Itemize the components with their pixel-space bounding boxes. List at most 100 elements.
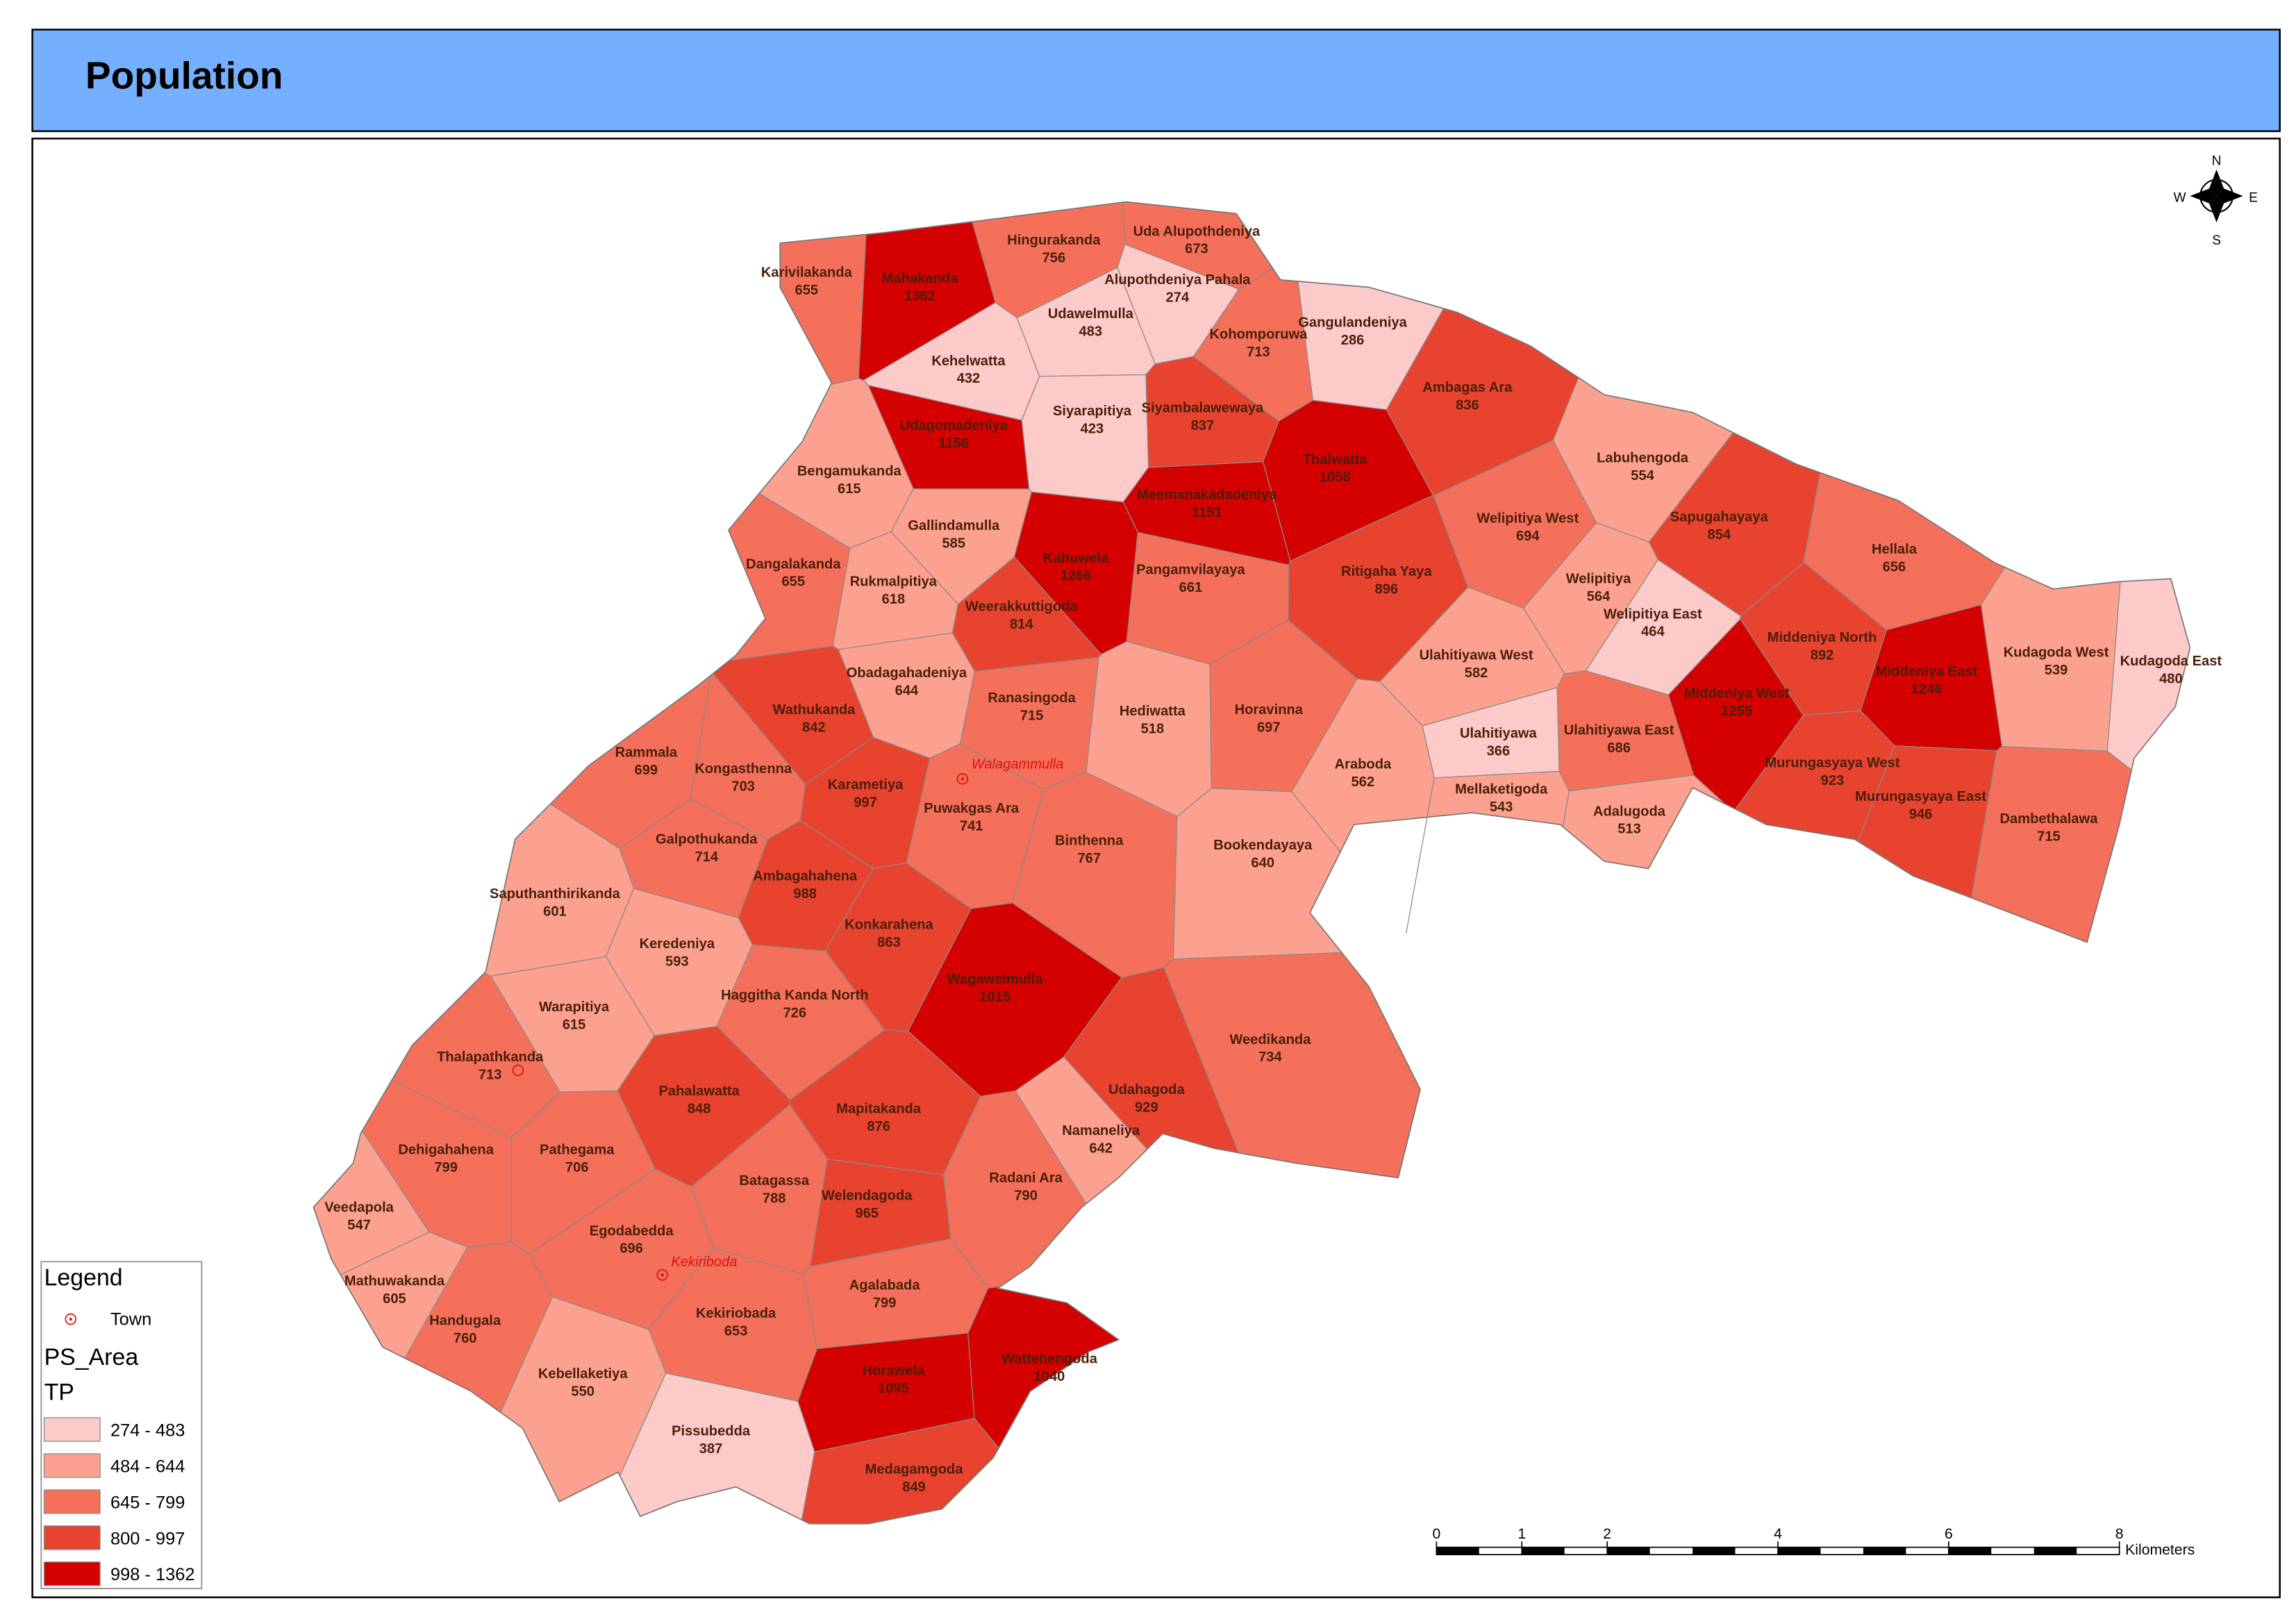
region-population: 988 <box>793 886 817 902</box>
region-population: 640 <box>1251 855 1275 870</box>
region-name: Ritigaha Yaya <box>1341 564 1432 579</box>
region-name: Batagassa <box>739 1173 809 1188</box>
legend-town-dot <box>69 1317 72 1321</box>
region-name: Kahuwela <box>1043 551 1109 566</box>
region-population: 836 <box>1456 397 1479 413</box>
compass: N S W E <box>2174 154 2258 248</box>
region-population: 513 <box>1617 822 1641 837</box>
region-name: Keredeniya <box>640 936 715 952</box>
region-name: Ulahitiyawa <box>1460 726 1538 741</box>
region-population: 946 <box>1909 807 1933 822</box>
scale-bar-segment <box>2077 1549 2120 1552</box>
region-population: 706 <box>565 1160 589 1175</box>
compass-s: S <box>2212 233 2221 248</box>
region-population: 564 <box>1587 589 1611 604</box>
region-population: 615 <box>838 481 861 497</box>
region-population: 713 <box>479 1068 502 1083</box>
region-population: 1151 <box>1192 505 1222 520</box>
region-population: 655 <box>781 574 805 590</box>
region-name: Horawela <box>863 1364 925 1379</box>
region-name: Udawelmulla <box>1048 306 1134 322</box>
region-population: 582 <box>1465 665 1488 681</box>
region-name: Dehigahahena <box>398 1143 494 1158</box>
region-population: 550 <box>571 1384 594 1399</box>
region-population: 539 <box>2045 663 2068 678</box>
region-name: Rammala <box>615 745 678 761</box>
region-population: 814 <box>1010 617 1033 632</box>
legend-title: Legend <box>44 1264 123 1291</box>
region-name: Konkarahena <box>845 917 933 932</box>
region-name: Veedapola <box>324 1200 394 1215</box>
region-population: 543 <box>1490 799 1513 815</box>
region-population: 734 <box>1258 1050 1282 1065</box>
region-name: Medagamgoda <box>865 1462 964 1477</box>
region-name: Kudagoda East <box>2120 654 2222 669</box>
region-population: 741 <box>960 818 983 834</box>
region-name: Araboda <box>1335 756 1392 772</box>
region-name: Galpothukanda <box>656 832 758 847</box>
region-name: Pahalawatta <box>658 1084 740 1099</box>
region-population: 837 <box>1191 418 1215 433</box>
legend-class-label: 800 - 997 <box>110 1529 185 1548</box>
town-dot <box>960 777 965 781</box>
scale-unit: Kilometers <box>2125 1542 2195 1558</box>
legend-swatch <box>43 1489 101 1514</box>
region-population: 1015 <box>979 989 1010 1004</box>
region-name: Ambagas Ara <box>1422 380 1513 395</box>
region-population: 799 <box>873 1295 897 1311</box>
region-name: Karametiya <box>828 777 904 793</box>
region-population: 642 <box>1089 1141 1113 1157</box>
region-population: 1266 <box>1060 568 1092 583</box>
region-name: Puwakgas Ara <box>924 801 1020 816</box>
region-name: Sapugahayaya <box>1670 509 1769 524</box>
region-population: 714 <box>694 850 718 865</box>
scale-bar-segment <box>1991 1549 2034 1552</box>
region-population: 715 <box>2037 829 2061 844</box>
legend-layer: PS_Area <box>44 1344 139 1370</box>
scale-bar-segment <box>1479 1549 1522 1552</box>
region-name: Wagawelmulla <box>947 972 1044 987</box>
scale-bar-segment <box>1906 1549 1949 1552</box>
region-name: Labuhengoda <box>1597 451 1689 466</box>
region-name: Hellala <box>1872 542 1918 557</box>
region-name: Udagomadeniya <box>900 418 1008 433</box>
region-population: 1255 <box>1721 704 1752 719</box>
region-population: 554 <box>1631 468 1654 483</box>
region-population: 432 <box>957 371 981 386</box>
scale-tick-label: 4 <box>1774 1526 1782 1542</box>
region-name: Ranasingoda <box>988 690 1076 706</box>
region-name: Wattehengoda <box>1001 1352 1098 1367</box>
town-symbol <box>512 1064 524 1077</box>
region-population: 605 <box>383 1291 406 1307</box>
region-name: Mapitakanda <box>836 1101 922 1116</box>
region-population: 618 <box>882 592 906 607</box>
legend-swatch <box>43 1561 101 1586</box>
scale-tick-label: 2 <box>1603 1526 1611 1542</box>
region-name: Hediwatta <box>1120 704 1186 719</box>
region-name: Murungasyaya East <box>1855 789 1986 804</box>
region-name: Horavinna <box>1235 702 1304 718</box>
scale-tick-label: 6 <box>1945 1526 1953 1542</box>
region-name: Kekiriobada <box>696 1306 776 1321</box>
scale-bar-segment <box>1564 1549 1608 1552</box>
region-name: Dambethalawa <box>2000 811 2099 827</box>
region-population: 480 <box>2159 672 2183 687</box>
region-name: Bookendayaya <box>1213 838 1313 853</box>
region-population: 644 <box>895 683 919 699</box>
region-population: 1040 <box>1034 1369 1065 1384</box>
town-symbol <box>956 773 969 785</box>
compass-w: W <box>2174 191 2186 206</box>
region-population: 1246 <box>1911 681 1943 697</box>
compass-e: E <box>2249 191 2258 206</box>
legend-field: TP <box>44 1379 74 1406</box>
region-name: Thalwatta <box>1303 452 1368 467</box>
map-title: Population <box>85 53 283 97</box>
title-bar <box>31 28 2281 133</box>
region-population: 562 <box>1351 774 1375 790</box>
legend-swatch <box>43 1525 101 1550</box>
region-name: Alupothdeniya Pahala <box>1104 272 1251 288</box>
regions <box>313 201 2191 1525</box>
town-name: Walagammulla <box>972 756 1064 772</box>
